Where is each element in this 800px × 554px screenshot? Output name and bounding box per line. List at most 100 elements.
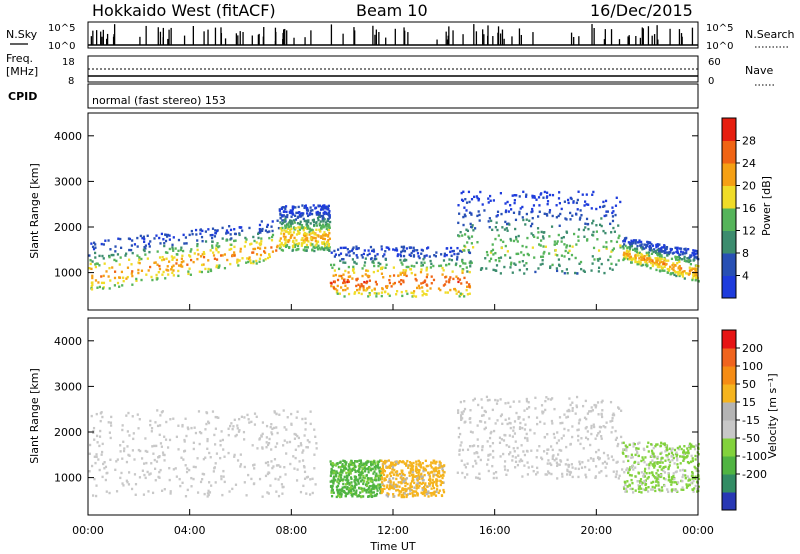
velocity-cell bbox=[295, 416, 298, 419]
velocity-cell bbox=[379, 474, 383, 477]
power-cell bbox=[156, 277, 159, 280]
velocity-cell bbox=[622, 448, 625, 451]
velocity-cell bbox=[480, 406, 484, 409]
velocity-cell bbox=[175, 435, 178, 439]
power-cell bbox=[450, 258, 454, 262]
power-cell bbox=[666, 251, 669, 254]
power-cell bbox=[435, 251, 438, 254]
power-cell bbox=[685, 249, 688, 252]
power-cell bbox=[643, 247, 646, 250]
power-cell bbox=[372, 261, 375, 265]
velocity-cell bbox=[181, 481, 184, 485]
power-cell bbox=[597, 266, 601, 269]
power-cell bbox=[555, 216, 558, 219]
power-cell bbox=[329, 263, 333, 267]
velocity-cell bbox=[358, 459, 361, 462]
velocity-cell bbox=[301, 451, 304, 454]
velocity-cell bbox=[206, 439, 209, 443]
velocity-cell bbox=[694, 477, 697, 480]
velocity-cell bbox=[409, 468, 413, 471]
power-cell bbox=[550, 225, 554, 228]
power-cell bbox=[442, 284, 446, 287]
velocity-cell bbox=[525, 400, 529, 403]
power-cell bbox=[196, 248, 199, 252]
power-cell bbox=[172, 249, 175, 252]
power-cell bbox=[597, 270, 600, 273]
velocity-cell bbox=[426, 485, 429, 488]
velocity-cell bbox=[355, 493, 358, 496]
power-cell bbox=[363, 280, 366, 284]
power-cell bbox=[636, 241, 640, 244]
power-cell bbox=[618, 234, 621, 238]
velocity-cell bbox=[122, 440, 125, 443]
velocity-cell bbox=[350, 493, 353, 497]
velocity-cell bbox=[267, 492, 270, 495]
power-cell bbox=[555, 204, 558, 207]
power-cell bbox=[131, 274, 134, 278]
power-cell bbox=[259, 228, 262, 232]
velocity-cell bbox=[206, 495, 209, 498]
power-cell bbox=[491, 228, 494, 232]
velocity-cell bbox=[602, 451, 606, 455]
velocity-cell bbox=[194, 431, 198, 435]
velocity-cell bbox=[405, 462, 408, 465]
velocity-cell bbox=[575, 405, 579, 409]
power-cell bbox=[457, 221, 460, 225]
power-cell bbox=[180, 257, 183, 260]
velocity-cell bbox=[336, 494, 340, 497]
power-cell bbox=[576, 272, 579, 275]
velocity-cell bbox=[400, 490, 403, 493]
velocity-cell bbox=[443, 464, 446, 467]
power-cell bbox=[531, 207, 534, 211]
power-cell bbox=[387, 292, 390, 296]
velocity-cell bbox=[350, 477, 353, 481]
power-cell bbox=[419, 270, 423, 274]
velocity-cell bbox=[383, 469, 387, 473]
power-cell bbox=[263, 251, 267, 254]
velocity-cell bbox=[369, 485, 372, 488]
velocity-cell bbox=[297, 444, 300, 448]
velocity-cell bbox=[609, 420, 612, 423]
power-cell bbox=[448, 280, 451, 284]
power-cell bbox=[323, 218, 326, 221]
velocity-cell bbox=[567, 429, 570, 432]
velocity-cell bbox=[535, 456, 538, 459]
velocity-cell bbox=[684, 476, 687, 480]
power-cell bbox=[376, 253, 379, 256]
power-cell bbox=[463, 249, 466, 252]
velocity-cell bbox=[201, 472, 204, 476]
power-cell bbox=[379, 262, 382, 266]
power-cell bbox=[326, 225, 329, 228]
velocity-cell bbox=[612, 412, 615, 415]
power-cell bbox=[315, 221, 318, 224]
power-cell bbox=[522, 218, 525, 222]
velocity-cell bbox=[645, 472, 648, 475]
power-cell bbox=[177, 238, 181, 242]
velocity-cell bbox=[90, 464, 94, 468]
power-cell bbox=[483, 209, 486, 212]
power-cell bbox=[388, 294, 391, 297]
velocity-cell bbox=[673, 448, 677, 452]
power-cell bbox=[496, 214, 499, 217]
velocity-cell bbox=[405, 494, 408, 497]
velocity-cell bbox=[441, 469, 444, 472]
velocity-cell bbox=[168, 438, 172, 442]
velocity-cell bbox=[639, 481, 642, 485]
velocity-cell bbox=[435, 460, 438, 464]
power-cell bbox=[468, 292, 471, 295]
velocity-cell bbox=[295, 479, 299, 482]
velocity-cell bbox=[433, 480, 436, 484]
velocity-cell bbox=[367, 495, 370, 498]
velocity-cell bbox=[675, 489, 678, 492]
velocity-cell bbox=[513, 432, 517, 435]
power-cell bbox=[510, 208, 513, 211]
power-cell bbox=[287, 240, 290, 244]
velocity-cell bbox=[508, 434, 511, 437]
power-cell bbox=[125, 277, 128, 280]
velocity-cell bbox=[339, 470, 343, 473]
power-cell bbox=[174, 247, 177, 250]
velocity-cell bbox=[155, 444, 158, 448]
power-cell bbox=[336, 292, 339, 295]
power-cell bbox=[590, 269, 593, 272]
velocity-cell bbox=[382, 460, 385, 464]
